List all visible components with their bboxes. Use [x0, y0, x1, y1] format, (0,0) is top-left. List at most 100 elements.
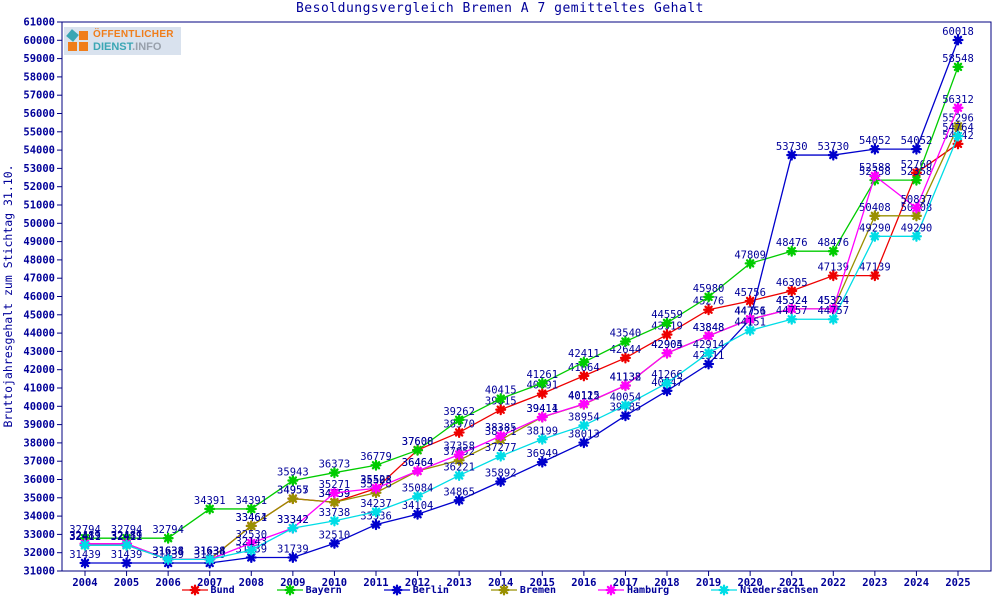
svg-text:32411: 32411	[69, 531, 101, 543]
svg-text:50837: 50837	[901, 194, 933, 206]
svg-text:31638: 31638	[194, 545, 226, 557]
svg-text:42000: 42000	[23, 364, 55, 376]
svg-text:2004: 2004	[72, 577, 97, 589]
svg-text:55296: 55296	[942, 112, 974, 124]
svg-text:44757: 44757	[817, 305, 849, 317]
svg-text:34957: 34957	[277, 485, 309, 497]
svg-text:35508: 35508	[360, 475, 392, 487]
svg-text:44757: 44757	[776, 305, 808, 317]
svg-text:50408: 50408	[859, 202, 891, 214]
svg-text:2008: 2008	[239, 577, 264, 589]
svg-text:43540: 43540	[610, 328, 642, 340]
svg-text:2006: 2006	[155, 577, 180, 589]
svg-text:36464: 36464	[402, 457, 434, 469]
svg-text:53000: 53000	[23, 163, 55, 175]
series-bayern: 32794 32794 32794 34391 34391 35943 36373 36779…	[69, 53, 974, 544]
svg-text:33461: 33461	[235, 512, 267, 524]
svg-text:46000: 46000	[23, 291, 55, 303]
svg-text:31638: 31638	[194, 545, 226, 557]
svg-text:35892: 35892	[485, 467, 517, 479]
svg-text:40125: 40125	[568, 390, 600, 402]
svg-text:48476: 48476	[776, 237, 808, 249]
logo-line1: ÖFFENTLICHER	[93, 29, 174, 40]
svg-text:32411: 32411	[111, 531, 143, 543]
svg-text:2013: 2013	[446, 577, 471, 589]
svg-text:42904: 42904	[651, 339, 683, 351]
logo-line2b: .INFO	[132, 41, 162, 53]
svg-text:59000: 59000	[23, 53, 55, 65]
legend-item-bund: Bund	[181, 584, 235, 596]
svg-text:36221: 36221	[443, 461, 475, 473]
svg-text:32794: 32794	[111, 524, 143, 536]
svg-text:49290: 49290	[901, 222, 933, 234]
svg-text:32794: 32794	[69, 524, 101, 536]
series-niedersachsen: 32411 32411 31634 31634 32143 33342 33738 34237…	[69, 122, 974, 565]
svg-text:35523: 35523	[360, 474, 392, 486]
svg-text:41266: 41266	[651, 369, 683, 381]
svg-text:36949: 36949	[526, 448, 558, 460]
svg-text:42905: 42905	[651, 339, 683, 351]
svg-text:61000: 61000	[23, 17, 55, 29]
svg-text:33000: 33000	[23, 529, 55, 541]
svg-text:47809: 47809	[734, 249, 766, 261]
svg-text:32143: 32143	[235, 536, 267, 548]
svg-text:31638: 31638	[152, 545, 184, 557]
legend-item-bayern: Bayern	[276, 584, 342, 596]
svg-text:39414: 39414	[526, 403, 558, 415]
logo-text: ÖFFENTLICHER DIENST.INFO	[93, 29, 174, 53]
svg-text:39000: 39000	[23, 419, 55, 431]
svg-text:48000: 48000	[23, 254, 55, 266]
logo-line2a: DIENST	[93, 41, 133, 53]
legend-label: Bremen	[519, 584, 557, 596]
svg-text:39411: 39411	[526, 403, 558, 415]
svg-text:40054: 40054	[610, 391, 642, 403]
svg-text:31739: 31739	[277, 543, 309, 555]
svg-text:42644: 42644	[610, 344, 642, 356]
legend-marker-icon	[711, 584, 738, 596]
svg-text:54052: 54052	[901, 135, 933, 147]
legend-marker-icon	[383, 584, 410, 596]
svg-text:52000: 52000	[23, 181, 55, 193]
svg-text:36779: 36779	[360, 451, 392, 463]
svg-text:2012: 2012	[405, 577, 430, 589]
svg-text:38954: 38954	[568, 411, 600, 423]
svg-text:31634: 31634	[152, 545, 184, 557]
svg-text:38000: 38000	[23, 437, 55, 449]
svg-text:60000: 60000	[23, 35, 55, 47]
svg-text:2010: 2010	[322, 577, 347, 589]
svg-text:34237: 34237	[360, 498, 392, 510]
svg-text:53730: 53730	[776, 141, 808, 153]
svg-text:52588: 52588	[859, 162, 891, 174]
legend-marker-icon	[181, 584, 208, 596]
svg-text:45756: 45756	[734, 287, 766, 299]
svg-text:58548: 58548	[942, 53, 974, 65]
svg-text:34865: 34865	[443, 486, 475, 498]
legend-marker-icon	[276, 584, 303, 596]
svg-text:44000: 44000	[23, 328, 55, 340]
svg-text:31634: 31634	[194, 545, 226, 557]
chart-title: Besoldungsvergleich Bremen A 7 gemittelt…	[295, 1, 704, 16]
svg-text:38385: 38385	[485, 422, 517, 434]
svg-text:45324: 45324	[776, 295, 808, 307]
svg-text:37000: 37000	[23, 456, 55, 468]
svg-text:55000: 55000	[23, 126, 55, 138]
svg-text:34000: 34000	[23, 511, 55, 523]
svg-text:47000: 47000	[23, 273, 55, 285]
svg-text:46305: 46305	[776, 277, 808, 289]
y-axis-label: Bruttojahresgehalt zum Stichtag 31.10.	[1, 164, 15, 427]
legend-label: Hamburg	[627, 584, 670, 596]
svg-text:44756: 44756	[734, 305, 766, 317]
svg-text:45000: 45000	[23, 309, 55, 321]
svg-text:58000: 58000	[23, 71, 55, 83]
svg-text:45324: 45324	[776, 295, 808, 307]
svg-text:60018: 60018	[942, 26, 974, 38]
svg-text:34391: 34391	[194, 495, 226, 507]
svg-text:2005: 2005	[114, 577, 139, 589]
svg-text:37277: 37277	[485, 442, 517, 454]
svg-text:2021: 2021	[779, 577, 804, 589]
svg-text:37358: 37358	[443, 441, 475, 453]
svg-text:56000: 56000	[23, 108, 55, 120]
svg-text:54764: 54764	[942, 122, 974, 134]
svg-text:41138: 41138	[610, 371, 642, 383]
